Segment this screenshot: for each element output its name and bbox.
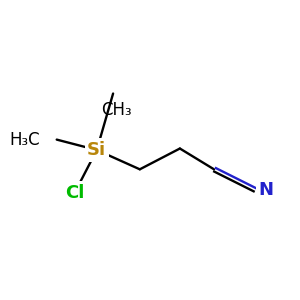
Text: H₃C: H₃C (10, 130, 40, 148)
Text: N: N (259, 181, 274, 199)
Text: Si: Si (87, 141, 106, 159)
Text: Cl: Cl (65, 184, 84, 202)
Text: CH₃: CH₃ (101, 101, 131, 119)
